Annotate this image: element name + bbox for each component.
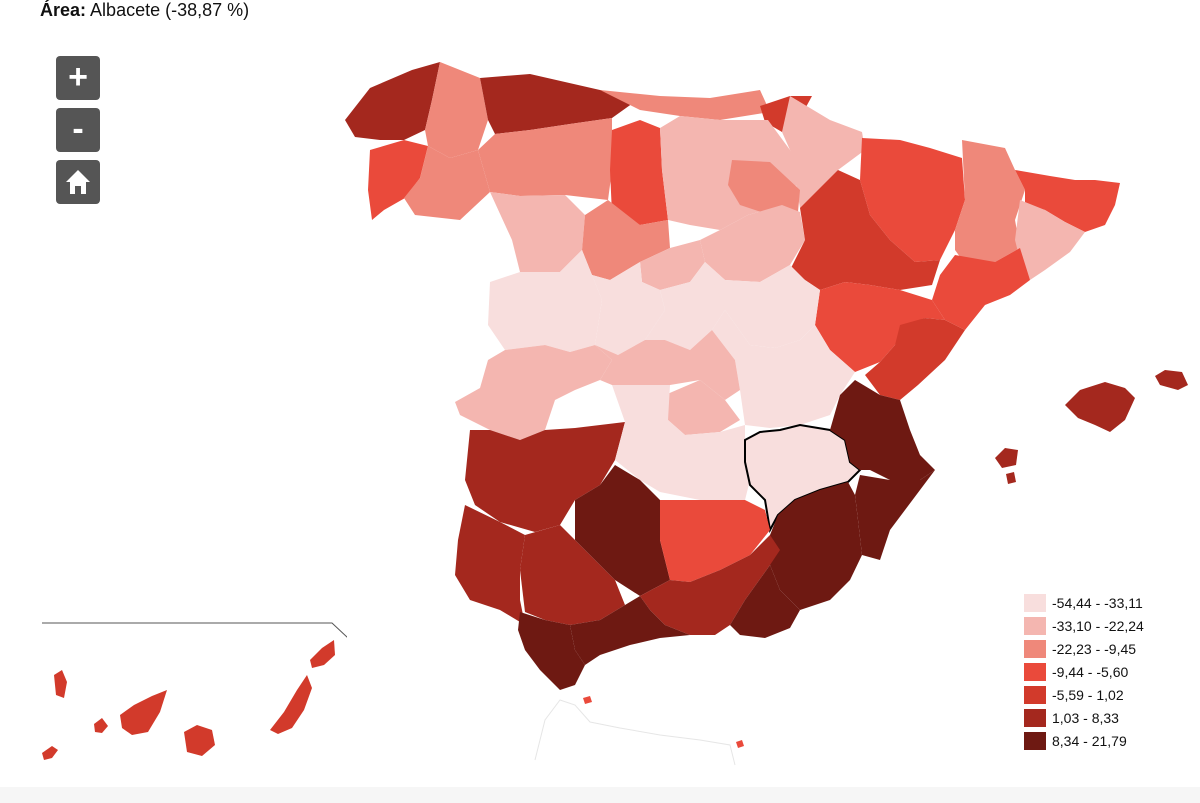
region-cordoba[interactable] — [575, 465, 670, 596]
region-alicante[interactable] — [855, 470, 935, 560]
region-sevilla[interactable] — [520, 525, 625, 625]
legend-swatch — [1024, 708, 1046, 727]
legend-item: -9,44 - -5,60 — [1024, 660, 1144, 683]
legend-label: 1,03 - 8,33 — [1052, 709, 1119, 726]
region-asturias[interactable] — [480, 74, 640, 134]
legend-label: -33,10 - -22,24 — [1052, 617, 1144, 634]
legend-label: -22,23 - -9,45 — [1052, 640, 1137, 657]
region-ciudad-real[interactable] — [612, 385, 750, 500]
region-caceres[interactable] — [455, 345, 612, 440]
region-mallorca[interactable] — [1065, 382, 1135, 432]
legend-item: 8,34 - 21,79 — [1024, 729, 1144, 752]
region-ourense[interactable] — [404, 146, 490, 220]
area-label: Área: — [40, 0, 87, 20]
region-alava-navarra[interactable] — [782, 96, 865, 208]
region-lanzarote[interactable] — [310, 640, 335, 668]
region-la-gomera[interactable] — [94, 718, 108, 733]
region-madrid[interactable] — [645, 262, 725, 350]
legend-item: -5,59 - 1,02 — [1024, 683, 1144, 706]
region-zaragoza[interactable] — [790, 170, 940, 290]
region-la-rioja[interactable] — [728, 160, 800, 215]
region-a-coruna[interactable] — [345, 62, 440, 140]
region-lugo[interactable] — [425, 62, 488, 158]
region-toledo[interactable] — [595, 330, 740, 400]
region-cuenca[interactable] — [712, 310, 855, 428]
region-melilla[interactable] — [736, 740, 744, 748]
region-granada[interactable] — [640, 535, 780, 635]
region-huelva[interactable] — [455, 505, 525, 625]
zoom-out-button[interactable]: - — [56, 108, 100, 152]
region-barcelona[interactable] — [1015, 200, 1085, 280]
region-pontevedra[interactable] — [368, 140, 428, 220]
legend-label: -5,59 - 1,02 — [1052, 686, 1124, 703]
region-jaen[interactable] — [660, 500, 770, 582]
region-menorca[interactable] — [1155, 370, 1188, 390]
region-la-palma[interactable] — [54, 670, 67, 698]
region-valladolid[interactable] — [582, 200, 670, 280]
region-murcia[interactable] — [770, 482, 862, 610]
region-ibiza[interactable] — [995, 448, 1018, 468]
legend-swatch — [1024, 662, 1046, 681]
region-salamanca[interactable] — [488, 250, 602, 352]
region-leon[interactable] — [478, 118, 612, 200]
region-avila[interactable] — [592, 262, 665, 355]
region-formentera[interactable] — [1006, 472, 1016, 484]
legend-swatch — [1024, 616, 1046, 635]
region-castellon[interactable] — [865, 318, 965, 400]
area-header: Área: Albacete (-38,87 %) — [40, 0, 249, 21]
region-almeria[interactable] — [730, 565, 800, 638]
legend-item: -33,10 - -22,24 — [1024, 614, 1144, 637]
region-girona[interactable] — [1015, 170, 1120, 232]
region-fuerteventura[interactable] — [270, 675, 312, 734]
bottom-bar — [0, 787, 1200, 803]
region-tarragona[interactable] — [932, 248, 1030, 330]
region-gran-canaria[interactable] — [184, 725, 215, 756]
legend: -54,44 - -33,11 -33,10 - -22,24 -22,23 - -… — [1024, 591, 1144, 752]
legend-label: -54,44 - -33,11 — [1052, 594, 1143, 611]
home-icon — [66, 170, 90, 194]
region-huesca[interactable] — [860, 138, 965, 262]
legend-label: 8,34 - 21,79 — [1052, 732, 1127, 749]
region-cantabria[interactable] — [600, 90, 770, 120]
region-valencia[interactable] — [830, 380, 935, 480]
region-segovia[interactable] — [640, 240, 705, 290]
area-value: Albacete (-38,87 %) — [90, 0, 250, 20]
region-el-hierro[interactable] — [42, 746, 58, 760]
home-button[interactable] — [56, 160, 100, 204]
region-guadalajara[interactable] — [705, 262, 820, 348]
legend-label: -9,44 - -5,60 — [1052, 663, 1129, 680]
region-lleida[interactable] — [955, 140, 1025, 268]
legend-item: 1,03 - 8,33 — [1024, 706, 1144, 729]
legend-swatch — [1024, 593, 1046, 612]
region-soria[interactable] — [700, 205, 805, 282]
canary-inset-border — [42, 622, 347, 638]
legend-item: -22,23 - -9,45 — [1024, 637, 1144, 660]
legend-swatch — [1024, 731, 1046, 750]
region-badajoz[interactable] — [465, 422, 625, 532]
region-ceuta[interactable] — [583, 696, 592, 704]
legend-item: -54,44 - -33,11 — [1024, 591, 1144, 614]
region-toledo-east[interactable] — [665, 380, 740, 435]
legend-swatch — [1024, 639, 1046, 658]
region-cadiz[interactable] — [518, 612, 585, 690]
region-malaga[interactable] — [570, 596, 690, 665]
region-tenerife[interactable] — [120, 690, 167, 735]
region-africa-outline — [534, 699, 736, 766]
region-teruel[interactable] — [815, 282, 945, 372]
legend-swatch — [1024, 685, 1046, 704]
region-palencia[interactable] — [610, 120, 668, 225]
zoom-in-button[interactable]: + — [56, 56, 100, 100]
canary-islands-inset — [42, 622, 347, 760]
region-zamora[interactable] — [490, 192, 585, 272]
